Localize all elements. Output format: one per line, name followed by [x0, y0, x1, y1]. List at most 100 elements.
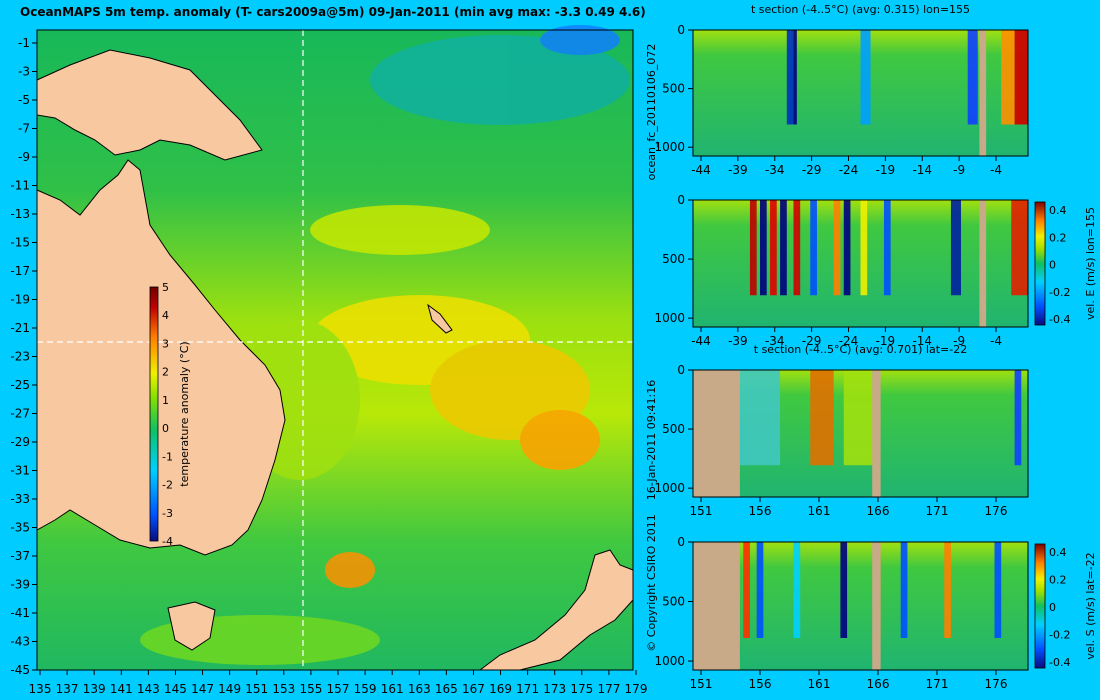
section-feature [950, 200, 961, 296]
section-feature [780, 200, 787, 296]
section-feature [843, 200, 851, 296]
section-feature [793, 542, 801, 638]
map-frame [36, 29, 634, 671]
map-colorbar-tick-label: 2 [162, 366, 169, 379]
section-y-tick-label: 1000 [654, 140, 685, 154]
section-feature [833, 200, 841, 296]
map-y-tick-label: -17 [10, 264, 30, 278]
section-x-tick-label: -14 [912, 334, 932, 348]
section-colorbar-tick-label: 0.2 [1049, 574, 1067, 587]
section-y-tick-label: 500 [662, 595, 685, 609]
section-x-tick-label: 151 [690, 504, 713, 518]
section-feature [900, 542, 908, 638]
section-feature [810, 200, 817, 296]
map-title: OceanMAPS 5m temp. anomaly (T- cars2009a… [20, 5, 646, 19]
section-panel-4: 151 156 161 166 171 176 0 500 1000 0.4 0.2 0 -0.2 -0.… [654, 535, 1097, 691]
section-x-tick-label: -39 [728, 163, 748, 177]
section-x-tick-label: -19 [876, 334, 896, 348]
section-x-tick-label: -34 [765, 334, 785, 348]
section-land-mask [693, 370, 740, 497]
map-x-tick-label: 169 [489, 682, 512, 696]
map-x-ticks: 135 137 139 141 143 145 147 149 151 153 155 157 159 1… [29, 670, 648, 696]
section-panel-3: t section (-4..5°C) (avg: 0.701) lat=-22… [654, 343, 1029, 518]
section-x-tick-label: 176 [985, 504, 1008, 518]
new-caledonia-land [427, 303, 453, 334]
map-colorbar-tick-label: 4 [162, 309, 169, 322]
section-colorbar-tick-label: 0.4 [1049, 204, 1067, 217]
map-colorbar-tick-label: 5 [162, 281, 169, 294]
map-colorbar-tick-label: -2 [162, 479, 173, 492]
section-colorbar-tick-label: -0.2 [1049, 629, 1070, 642]
map-x-tick-label: 165 [435, 682, 458, 696]
section-frame [692, 199, 1029, 328]
map-colorbar-tick-label: 3 [162, 337, 169, 350]
generation-timestamp: 16-Jan-2011 09:41:16 [645, 380, 658, 500]
map-colorbar-ticks: 5 4 3 2 1 0 -1 -2 -3 -4 [162, 281, 173, 548]
section-panels: t section (-4..5°C) (avg: 0.315) lon=155… [654, 3, 1097, 691]
section-x-tick-label: 156 [749, 504, 772, 518]
section-y-tick-label: 0 [677, 363, 685, 377]
copyright-label: © Copyright CSIRO 2011 [645, 514, 658, 651]
map-y-tick-label: -11 [10, 179, 30, 193]
section-colorbar-tick-label: -0.4 [1049, 656, 1070, 669]
map-x-tick-label: 135 [29, 682, 52, 696]
map-x-tick-label: 173 [543, 682, 566, 696]
section-feature [756, 542, 764, 638]
section-feature [810, 370, 834, 466]
tasmania-land [167, 601, 216, 651]
section-feature [883, 200, 891, 296]
section-feature [793, 200, 801, 296]
section-colorbar-tick-label: -0.4 [1049, 313, 1070, 326]
map-colorbar-label: temperature anomaly (°C) [178, 341, 191, 486]
section-x-tick-label: -34 [765, 163, 785, 177]
section-feature [843, 370, 878, 466]
map-colorbar [149, 286, 159, 542]
section-feature [994, 542, 1002, 638]
map-colorbar-tick-label: 1 [162, 394, 169, 407]
map-y-tick-label: -9 [18, 150, 30, 164]
section-x-tick-label: 176 [985, 677, 1008, 691]
map-y-tick-label: -15 [10, 236, 30, 250]
section-land-mask [979, 30, 987, 156]
section-feature [1014, 30, 1028, 125]
section-y-tick-label: 500 [662, 252, 685, 266]
section-colorbar-tick-label: 0 [1049, 259, 1056, 272]
map-x-tick-label: 137 [56, 682, 79, 696]
map-x-tick-label: 171 [516, 682, 539, 696]
map-colorbar-tick-label: -1 [162, 450, 173, 463]
map-x-tick-label: 175 [570, 682, 593, 696]
section-land-mask [693, 542, 740, 670]
map-y-tick-label: -7 [18, 122, 30, 136]
map-y-tick-label: -27 [10, 407, 30, 421]
section-feature [860, 200, 868, 296]
section-feature [786, 30, 794, 125]
map-y-tick-label: -21 [10, 321, 30, 335]
section-colorbar-tick-label: 0 [1049, 601, 1056, 614]
map-y-tick-label: -43 [10, 635, 30, 649]
section-feature [739, 370, 781, 466]
map-x-tick-label: 159 [354, 682, 377, 696]
map-x-tick-label: 163 [408, 682, 431, 696]
section-feature [743, 542, 750, 638]
map-anomaly-patches [140, 25, 630, 665]
map-x-tick-label: 147 [191, 682, 214, 696]
section-y-tick-label: 500 [662, 422, 685, 436]
section-frame [692, 29, 1029, 157]
section-x-tick-label: -24 [839, 334, 859, 348]
section-y-tick-label: 0 [677, 535, 685, 549]
map-x-tick-label: 179 [625, 682, 648, 696]
section-land-mask [872, 542, 881, 670]
map-colorbar-tick-label: -3 [162, 507, 173, 520]
section-feature [770, 200, 777, 296]
section-feature [967, 30, 978, 125]
section-x-tick-label: -39 [728, 334, 748, 348]
section-x-tick-label: 171 [926, 677, 949, 691]
map-x-tick-label: 149 [218, 682, 241, 696]
map-y-tick-label: -1 [18, 36, 30, 50]
section-land-mask [979, 200, 987, 327]
section-feature [749, 200, 757, 296]
map-y-tick-label: -23 [10, 350, 30, 364]
section-x-tick-label: 166 [867, 504, 890, 518]
map-x-tick-label: 141 [110, 682, 133, 696]
